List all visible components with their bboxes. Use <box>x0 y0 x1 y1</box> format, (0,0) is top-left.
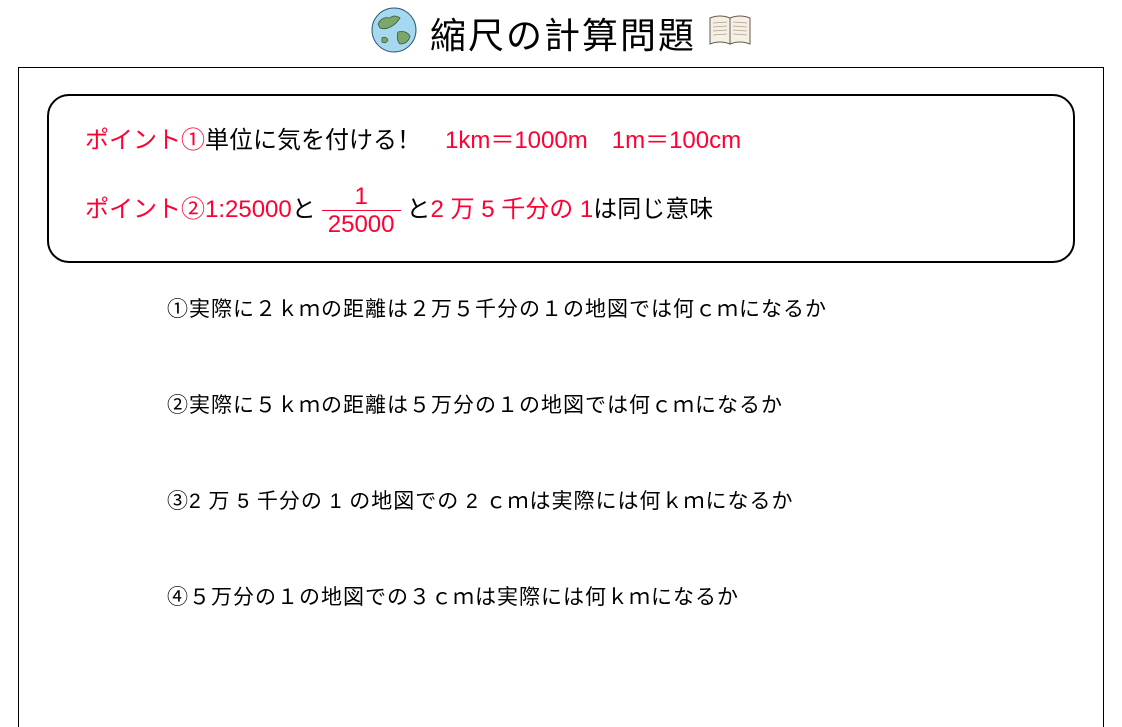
question-3: ③2 万 5 千分の 1 の地図での 2 ｃｍは実際には何ｋｍになるか <box>167 485 1075 515</box>
questions-list: ①実際に２ｋｍの距離は２万５千分の１の地図では何ｃｍになるか ②実際に５ｋｍの距… <box>47 263 1075 611</box>
point-1-conv2: 1m＝100cm <box>612 124 741 158</box>
point-2-phrase: 2 万 5 千分の 1 <box>431 193 594 227</box>
question-4: ④５万分の１の地図での３ｃｍは実際には何ｋｍになるか <box>167 581 1075 611</box>
point-2-ratio: 1:25000 <box>205 193 292 227</box>
page-title: 縮尺の計算問題 <box>430 7 696 59</box>
point-2-tail: は同じ意味 <box>593 193 713 227</box>
points-box: ポイント① 単位に気を付ける！ 1km＝1000m 1m＝100cm ポイント②… <box>47 94 1075 263</box>
worksheet-body: ポイント① 単位に気を付ける！ 1km＝1000m 1m＝100cm ポイント②… <box>18 67 1104 727</box>
page-header: 縮尺の計算問題 <box>0 0 1122 67</box>
question-1: ①実際に２ｋｍの距離は２万５千分の１の地図では何ｃｍになるか <box>167 293 1075 323</box>
fraction-denominator: 25000 <box>322 210 401 237</box>
point-2-to2: と <box>407 193 431 227</box>
point-2-to1: と <box>292 193 316 227</box>
point-1-text: 単位に気を付ける！ <box>205 124 421 158</box>
book-icon <box>708 12 752 53</box>
point-2-fraction: 1 25000 <box>322 184 401 237</box>
point-1-conv1: 1km＝1000m <box>445 124 588 158</box>
fraction-numerator: 1 <box>348 184 373 210</box>
earth-icon <box>370 6 418 59</box>
point-1-label: ポイント① <box>85 124 205 158</box>
point-2-line: ポイント② 1:25000 と 1 25000 と 2 万 5 千分の 1 は同… <box>85 184 1037 237</box>
point-1-line: ポイント① 単位に気を付ける！ 1km＝1000m 1m＝100cm <box>85 124 1037 158</box>
point-2-label: ポイント② <box>85 193 205 227</box>
question-2: ②実際に５ｋｍの距離は５万分の１の地図では何ｃｍになるか <box>167 389 1075 419</box>
